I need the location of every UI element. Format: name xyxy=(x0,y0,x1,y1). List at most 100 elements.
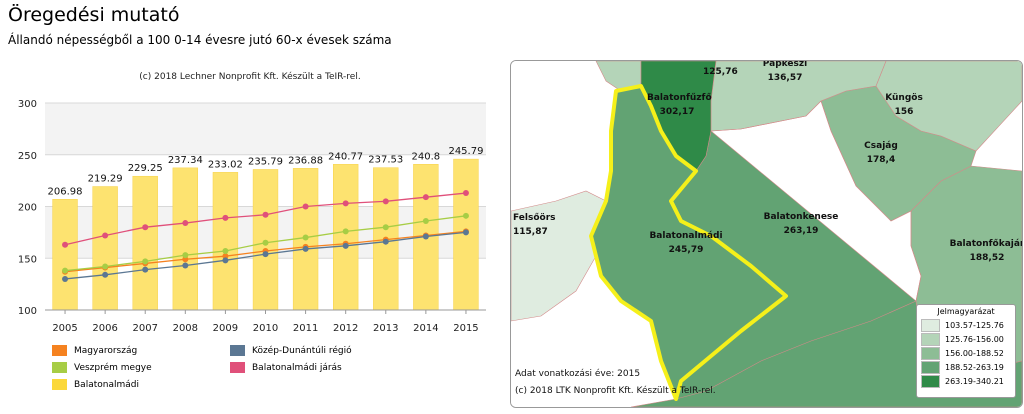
point-Veszprém megye xyxy=(62,267,69,274)
map-legend-row: 103.57-125.76 xyxy=(917,318,1015,332)
point-Közép-Dunántúli régió xyxy=(262,251,269,258)
map-label-csajag: Csajág 178,4 xyxy=(856,139,906,167)
point-Veszprém megye xyxy=(382,224,389,231)
point-Közép-Dunántúli régió xyxy=(462,229,469,236)
map-label-balatonalmadi: Balatonalmádi 245,79 xyxy=(646,229,726,257)
map-legend-range: 188.52-263.19 xyxy=(945,362,1004,372)
point-Balatonalmádi járás xyxy=(342,200,349,207)
bar-2007 xyxy=(132,175,158,311)
bar-value-label: 219.29 xyxy=(88,174,123,185)
map-legend-swatch xyxy=(921,360,940,374)
bar-value-label: 233.02 xyxy=(208,159,243,170)
bar-value-label: 236.88 xyxy=(288,155,323,166)
legend-item-veszprem-megye[interactable]: Veszprém megye xyxy=(52,362,152,373)
map-label-kungos: Küngös 156 xyxy=(879,91,929,119)
legend-item-magyarorszag[interactable]: Magyarország xyxy=(52,345,137,356)
bar-2012 xyxy=(333,164,359,311)
legend-item-balatonalmadi-jaras[interactable]: Balatonalmádi járás xyxy=(230,362,342,373)
point-Magyarország xyxy=(182,256,189,263)
bar-value-label: 245.79 xyxy=(448,146,483,157)
y-tick-label: 100 xyxy=(18,306,37,317)
chart-credit: (c) 2018 Lechner Nonprofit Kft. Készült … xyxy=(139,72,361,82)
map-legend-range: 103.57-125.76 xyxy=(945,320,1004,330)
x-tick-label: 2007 xyxy=(133,323,158,334)
y-tick-label: 150 xyxy=(18,254,37,265)
region-value: 245,79 xyxy=(668,245,704,255)
map-label-balatonkenese: Balatonkenese 263,19 xyxy=(756,210,846,238)
map-panel: Felsőörs 115,87 125,76 Papkeszi 136,57 K… xyxy=(510,60,1023,408)
region-value: 263,19 xyxy=(783,226,819,236)
x-tick-label: 2013 xyxy=(373,323,398,334)
region-value: 302,17 xyxy=(659,107,695,117)
point-Veszprém megye xyxy=(302,234,309,241)
map-label-unnamed: 125,76 xyxy=(703,65,738,79)
bar-value-label: 206.98 xyxy=(48,186,83,197)
point-Balatonalmádi járás xyxy=(302,203,309,210)
point-Balatonalmádi járás xyxy=(222,214,229,221)
map-region-kungos[interactable] xyxy=(875,61,1022,152)
region-value: 115,87 xyxy=(513,227,548,237)
region-value: 156 xyxy=(894,107,914,117)
map-data-year: Adat vonatkozási éve: 2015 xyxy=(515,369,641,379)
x-tick-label: 2015 xyxy=(453,323,478,334)
point-Közép-Dunántúli régió xyxy=(222,257,229,264)
x-tick-label: 2011 xyxy=(293,323,318,334)
map-label-felsoors: Felsőörs 115,87 xyxy=(513,211,556,239)
map-legend-title: Jelmagyarázat xyxy=(937,307,995,316)
axes: 100 150 200 250 300 2005 2006 2007 2008 2009 2010 2… xyxy=(18,99,486,334)
line-series xyxy=(62,190,469,282)
map-legend-range: 125.76-156.00 xyxy=(945,334,1004,344)
y-tick-label: 200 xyxy=(18,203,37,214)
map-legend-row: 263.19-340.21 xyxy=(917,374,1015,388)
legend-label: Közép-Dunántúli régió xyxy=(252,345,352,356)
point-Balatonalmádi járás xyxy=(102,232,109,239)
y-tick-label: 300 xyxy=(18,99,37,110)
map-legend: Jelmagyarázat 103.57-125.76 125.76-156.0… xyxy=(916,304,1016,398)
legend-swatch xyxy=(230,362,245,373)
point-Balatonalmádi járás xyxy=(462,190,469,197)
bar-2008 xyxy=(172,167,198,311)
x-tick-label: 2008 xyxy=(173,323,198,334)
region-name: Küngös xyxy=(885,93,923,103)
map-legend-swatch xyxy=(921,332,940,346)
point-Veszprém megye xyxy=(422,217,429,224)
point-Veszprém megye xyxy=(342,228,349,235)
legend-item-balatonalmadi[interactable]: Balatonalmádi xyxy=(52,379,139,390)
point-Balatonalmádi járás xyxy=(262,211,269,218)
map-credit: (c) 2018 LTK Nonprofit Kft. Készült a Te… xyxy=(515,386,716,396)
point-Balatonalmádi járás xyxy=(182,220,189,227)
y-tick-label: 250 xyxy=(18,151,37,162)
point-Veszprém megye xyxy=(262,239,269,246)
map-region-balatonalmadi[interactable] xyxy=(589,84,788,401)
municipality-map xyxy=(511,61,1022,407)
legend-swatch xyxy=(52,379,67,390)
legend-label: Veszprém megye xyxy=(74,362,152,373)
region-name: Papkeszi xyxy=(762,60,808,69)
point-Közép-Dunántúli régió xyxy=(142,266,149,273)
x-tick-label: 2005 xyxy=(52,323,77,334)
point-Közép-Dunántúli régió xyxy=(342,242,349,249)
legend-label: Balatonalmádi járás xyxy=(252,362,342,373)
point-Közép-Dunántúli régió xyxy=(302,245,309,252)
map-label-balatonfuzfo: Balatonfűzfő 302,17 xyxy=(647,91,712,119)
bar-value-label: 240.8 xyxy=(412,151,441,162)
bar-2006 xyxy=(92,186,118,311)
map-legend-row: 188.52-263.19 xyxy=(917,360,1015,374)
x-tick-label: 2009 xyxy=(213,323,238,334)
point-Magyarország xyxy=(222,253,229,260)
x-tick-label: 2010 xyxy=(253,323,278,334)
legend-item-kozep-dunantul[interactable]: Közép-Dunántúli régió xyxy=(230,345,352,356)
x-tick-label: 2014 xyxy=(413,323,438,334)
legend-swatch xyxy=(52,362,67,373)
point-Veszprém megye xyxy=(142,258,149,265)
map-legend-range: 156.00-188.52 xyxy=(945,348,1004,358)
point-Balatonalmádi járás xyxy=(422,194,429,201)
bar-2005 xyxy=(52,199,78,311)
map-legend-row: 125.76-156.00 xyxy=(917,332,1015,346)
legend-swatch xyxy=(230,345,245,356)
bar-value-label: 237.53 xyxy=(368,155,403,166)
map-legend-swatch xyxy=(921,374,940,388)
region-value: 178,4 xyxy=(866,155,896,165)
point-Balatonalmádi járás xyxy=(142,224,149,231)
point-Balatonalmádi járás xyxy=(382,198,389,205)
